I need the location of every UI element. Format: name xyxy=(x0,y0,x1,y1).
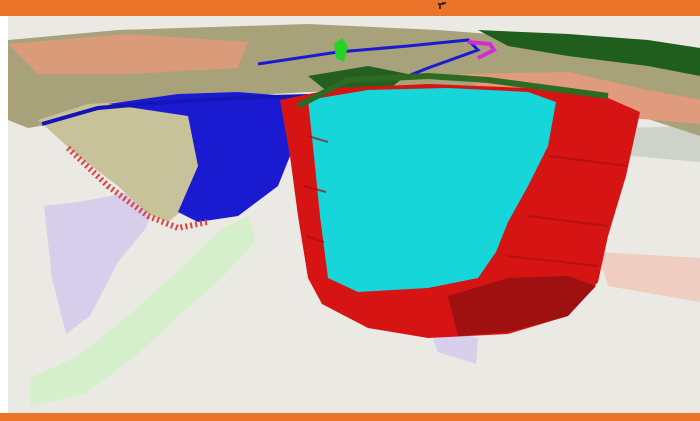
pit-shell-blue xyxy=(108,92,298,222)
road-green-marker xyxy=(334,38,348,62)
pit-fringe-red xyxy=(65,145,209,232)
orebody-dark-red-base xyxy=(448,276,596,336)
zone-salmon xyxy=(598,252,700,302)
pointer-glyph-icon xyxy=(438,2,446,9)
pit-rim-line xyxy=(41,94,309,126)
drift-green xyxy=(30,216,256,406)
3d-scene[interactable] xyxy=(8,16,700,413)
vegetation xyxy=(478,30,700,76)
ghost-bodies xyxy=(30,126,700,406)
pit-shell xyxy=(38,92,309,232)
drift-lavender xyxy=(44,186,160,334)
bottom-accent-bar xyxy=(0,413,700,421)
orebody-bands xyxy=(303,135,629,267)
terrain-salmon-patch xyxy=(8,34,248,74)
top-accent-bar xyxy=(0,0,700,16)
zone-grey-right xyxy=(620,126,700,162)
orebody-cyan xyxy=(308,88,556,292)
haul-roads xyxy=(257,38,497,78)
pit-shell-tan xyxy=(38,100,208,222)
road-magenta xyxy=(467,40,497,60)
orebody xyxy=(280,72,640,338)
terrain-ridge xyxy=(296,72,609,109)
3d-viewport[interactable] xyxy=(8,16,700,413)
